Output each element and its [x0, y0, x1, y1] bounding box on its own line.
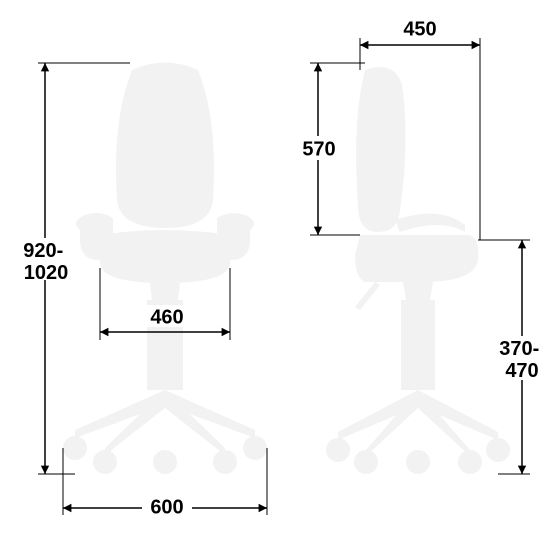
side-backrest: [356, 67, 405, 232]
side-view: 450 570 370- 470: [296, 18, 550, 474]
dim-back-height-label: 570: [302, 138, 335, 160]
front-armrest-left: [76, 213, 113, 260]
dim-seat-width-label: 460: [150, 306, 183, 328]
dim-base-width-label: 600: [150, 496, 183, 518]
side-base: [326, 390, 510, 474]
dim-back-height: 570: [296, 63, 365, 235]
dimension-diagram: 920- 1020 460 600: [0, 0, 550, 550]
side-armrest: [395, 214, 465, 232]
front-backrest: [116, 63, 214, 229]
svg-text:920- 1020: 920- 1020: [23, 240, 69, 284]
front-seat: [100, 230, 230, 283]
front-base: [63, 390, 267, 474]
dim-seat-height: 370- 470: [478, 240, 550, 474]
front-view: 920- 1020 460 600: [0, 0, 267, 518]
svg-text:370- 470: 370- 470: [499, 338, 545, 382]
front-armrest-right: [217, 213, 254, 260]
side-seat: [355, 235, 478, 282]
side-lever: [355, 282, 380, 310]
dim-back-width-label: 450: [403, 18, 436, 40]
